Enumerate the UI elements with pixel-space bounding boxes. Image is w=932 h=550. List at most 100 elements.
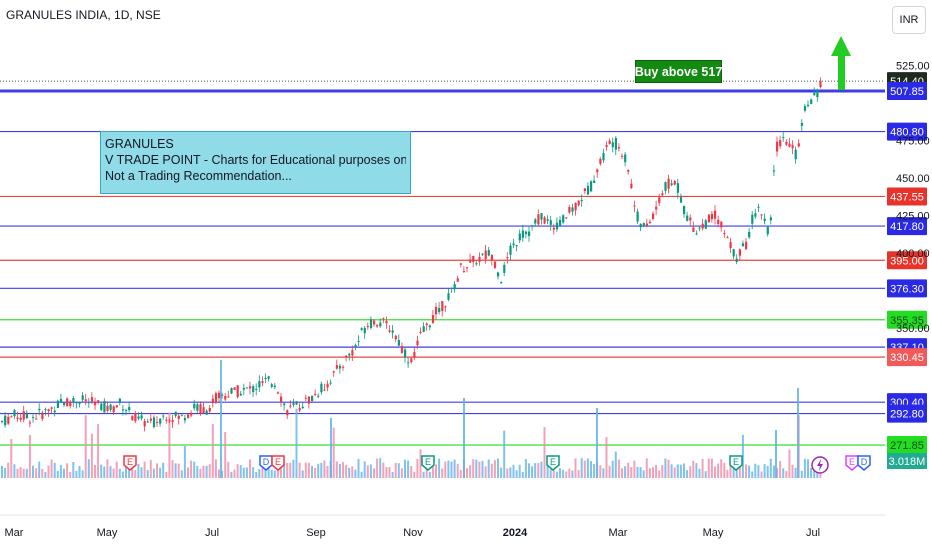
buy-signal-label[interactable]: Buy above 517: [635, 60, 722, 83]
candle-body: [667, 178, 670, 189]
candle-body: [534, 219, 537, 224]
candle-body: [658, 197, 661, 203]
volume-bar: [726, 469, 729, 478]
event-marker-E[interactable]: E: [123, 455, 137, 471]
price-label-437.55[interactable]: 437.55: [887, 187, 927, 206]
candle-body: [624, 154, 627, 163]
candle-body: [1, 421, 4, 423]
candle-body: [456, 278, 459, 282]
volume-bar: [559, 468, 561, 478]
candle-body: [286, 410, 289, 416]
price-label-507.85[interactable]: 507.85: [887, 82, 927, 100]
volume-bar: [707, 458, 710, 478]
price-label-480.80[interactable]: 480.80: [887, 122, 927, 141]
candle-body: [459, 263, 462, 265]
candle-body: [717, 219, 720, 224]
volume-bar: [307, 462, 310, 478]
candles: [1, 77, 822, 432]
volume-bar: [140, 467, 143, 478]
candle-body: [261, 381, 264, 383]
event-marker-E[interactable]: E: [729, 455, 743, 471]
x-tick-label: Sep: [306, 527, 326, 539]
candle-body: [28, 422, 32, 424]
event-marker-E[interactable]: E: [546, 455, 560, 471]
volume-bar: [701, 459, 704, 478]
y-tick-label: 425.00: [896, 210, 930, 222]
volume-bar: [283, 464, 286, 478]
volume-bar: [608, 465, 611, 478]
candle-body: [50, 407, 53, 409]
candle-body: [109, 404, 112, 410]
volume-bar: [723, 462, 726, 478]
x-tick-label: Nov: [403, 527, 423, 539]
price-label-355.35[interactable]: 355.35: [887, 310, 927, 329]
event-marker-E[interactable]: E: [845, 455, 859, 471]
candle-body: [152, 417, 156, 428]
candle-body: [515, 245, 518, 247]
volume-bar: [38, 461, 41, 478]
candle-body: [292, 403, 295, 406]
candle-body: [797, 143, 800, 147]
candle-body: [760, 214, 763, 216]
candle-body: [252, 386, 255, 393]
price-label-292.80[interactable]: 292.80: [887, 404, 927, 423]
volume-bar: [627, 462, 630, 478]
volume-bar: [221, 470, 224, 478]
volume-bar: [50, 459, 53, 478]
volume-bar: [388, 467, 391, 478]
volume-bar: [800, 470, 803, 478]
y-axis[interactable]: 514.40507.85480.80437.55417.80395.00376.…: [887, 60, 930, 469]
event-marker-E[interactable]: E: [271, 455, 285, 471]
volume-bar: [788, 449, 791, 478]
volume-bar: [422, 471, 425, 478]
volume-bar: [199, 468, 202, 478]
candle-body: [363, 327, 366, 334]
volume-bar: [472, 459, 475, 478]
event-marker-E[interactable]: E: [421, 455, 435, 471]
candle-body: [723, 233, 726, 235]
price-label-330.45[interactable]: 330.45: [887, 348, 927, 367]
volume-bar: [590, 461, 592, 478]
svg-text:E: E: [733, 457, 739, 467]
candle-body: [103, 401, 106, 413]
volume-bar: [562, 469, 565, 478]
candle-body: [528, 231, 531, 236]
volume-bar: [379, 458, 382, 478]
annotation-note[interactable]: GRANULES V TRADE POINT - Charts for Educ…: [100, 131, 411, 194]
candle-body: [655, 206, 658, 210]
price-label-271.85[interactable]: 271.85: [887, 436, 927, 454]
volume-bar: [4, 468, 7, 478]
candle-body: [4, 415, 7, 426]
price-label-395.00[interactable]: 395.00: [887, 251, 927, 270]
candle-body: [642, 223, 645, 227]
candle-body: [165, 419, 168, 421]
volume-bar: [583, 460, 586, 478]
volume-bar: [187, 467, 189, 478]
lightning-icon[interactable]: [811, 456, 829, 474]
volume-bar: [224, 432, 227, 478]
volume-bar: [53, 462, 56, 478]
svg-text:E: E: [550, 457, 556, 467]
candle-body: [66, 398, 69, 407]
volume-bar: [165, 471, 168, 478]
event-marker-D[interactable]: D: [857, 455, 871, 471]
candle-body: [323, 389, 326, 391]
candle-body: [47, 409, 50, 411]
candle-body: [453, 284, 456, 290]
candle-body: [552, 227, 555, 230]
price-label-417.80[interactable]: 417.80: [887, 217, 927, 236]
volume-bar: [435, 464, 437, 478]
event-marker-D[interactable]: D: [259, 455, 273, 471]
volume-bar: [345, 464, 348, 478]
volume-bar: [748, 465, 751, 478]
price-label-376.30[interactable]: 376.30: [887, 279, 927, 298]
volume-bar: [348, 467, 351, 478]
candle-body: [447, 293, 450, 300]
candle-body: [689, 217, 692, 221]
currency-button[interactable]: INR: [892, 6, 926, 34]
volume-bar: [704, 471, 707, 478]
candle-body: [670, 183, 673, 186]
volume-bar: [227, 461, 230, 478]
